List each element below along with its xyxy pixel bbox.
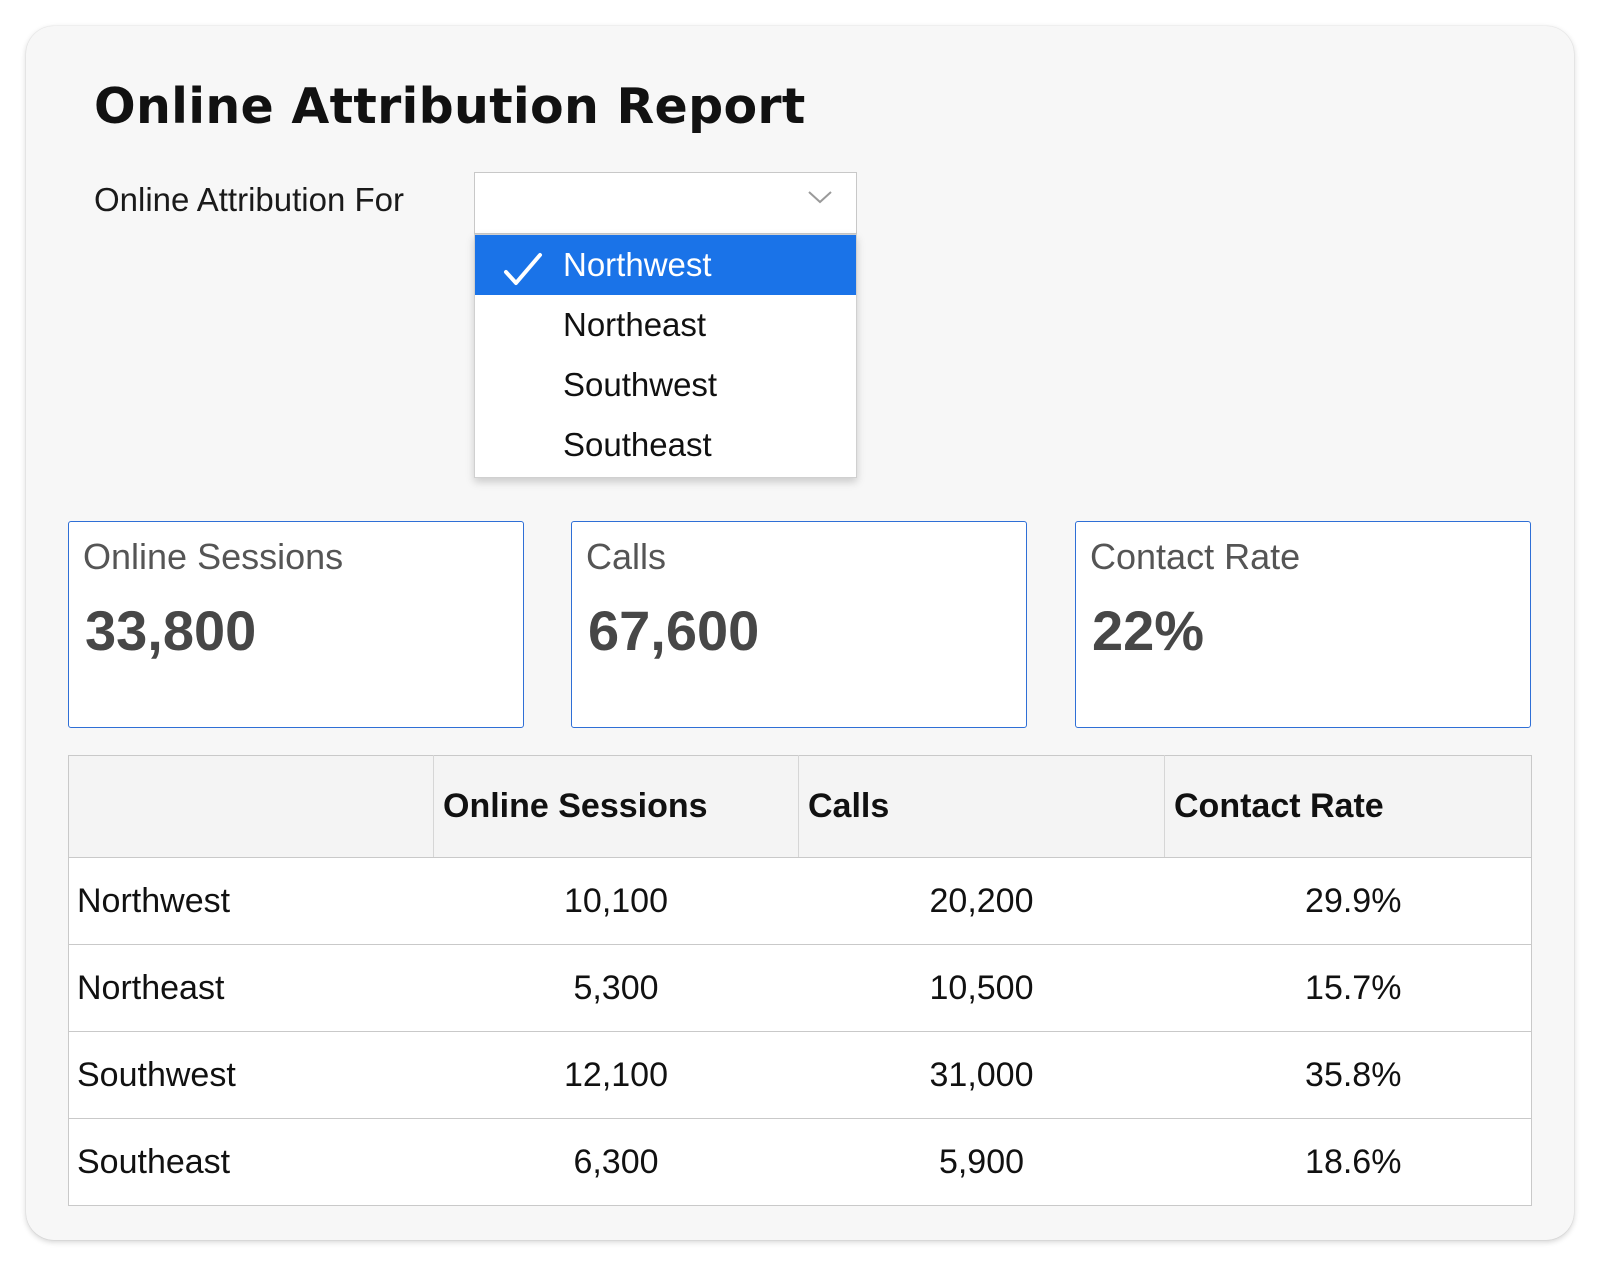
metric-value: 33,800 — [85, 599, 257, 662]
region-select[interactable] — [474, 172, 857, 234]
table-row: Northwest 10,100 20,200 29.9% — [68, 857, 1532, 945]
column-header-online-sessions: Online Sessions — [433, 755, 799, 858]
page-title: Online Attribution Report — [94, 78, 806, 135]
region-dropdown-menu: Northwest Northeast Southwest Southeast — [474, 234, 857, 478]
table-row: Southwest 12,100 31,000 35.8% — [68, 1031, 1532, 1119]
column-header-calls: Calls — [798, 755, 1165, 858]
metric-card-contact-rate: Contact Rate 22% — [1075, 521, 1531, 728]
filter-label: Online Attribution For — [94, 181, 404, 218]
chevron-down-icon — [806, 187, 834, 212]
cell-region: Southeast — [77, 1142, 231, 1181]
table-row: Southeast 6,300 5,900 18.6% — [69, 1119, 1532, 1206]
cell-online-sessions: 12,100 — [433, 1031, 799, 1119]
cell-contact-rate: 15.7% — [1164, 944, 1532, 1032]
checkmark-icon — [503, 247, 543, 307]
dropdown-option-southwest[interactable]: Southwest — [475, 355, 856, 415]
cell-region: Northeast — [68, 944, 434, 1032]
metric-label: Calls — [586, 536, 667, 577]
dropdown-option-label: Southwest — [563, 366, 718, 403]
cell-calls: 10,500 — [798, 944, 1165, 1032]
cell-online-sessions: 5,300 — [433, 944, 799, 1032]
table-row: Northeast 5,300 10,500 15.7% — [68, 944, 1532, 1032]
dropdown-option-label: Southeast — [563, 426, 712, 463]
dropdown-option-label: Northeast — [563, 306, 707, 343]
metric-card-online-sessions: Online Sessions 33,800 — [68, 521, 524, 728]
cell-calls: 5,900 — [938, 1142, 1025, 1181]
cell-region: Northwest — [68, 857, 434, 945]
metric-label: Contact Rate — [1090, 536, 1301, 577]
attribution-table: Online Sessions Calls Contact Rate North… — [68, 755, 1532, 1206]
dropdown-option-southeast[interactable]: Southeast — [475, 415, 856, 475]
dropdown-option-label: Northwest — [563, 246, 712, 283]
cell-contact-rate: 35.8% — [1164, 1031, 1532, 1119]
metric-label: Online Sessions — [83, 536, 344, 577]
dropdown-option-northeast[interactable]: Northeast — [475, 295, 856, 355]
metric-card-calls: Calls 67,600 — [571, 521, 1027, 728]
column-header-region — [68, 755, 434, 858]
metric-value: 22% — [1092, 599, 1205, 662]
column-header-contact-rate: Contact Rate — [1164, 755, 1532, 858]
cell-online-sessions: 6,300 — [573, 1142, 659, 1181]
metric-value: 67,600 — [588, 599, 760, 662]
dropdown-option-northwest[interactable]: Northwest — [475, 235, 856, 295]
cell-calls: 31,000 — [798, 1031, 1165, 1119]
table-header-row: Online Sessions Calls Contact Rate — [68, 755, 1532, 858]
cell-calls: 20,200 — [798, 857, 1165, 945]
cell-contact-rate: 18.6% — [1305, 1142, 1402, 1181]
cell-contact-rate: 29.9% — [1164, 857, 1532, 945]
cell-region: Southwest — [68, 1031, 434, 1119]
cell-online-sessions: 10,100 — [433, 857, 799, 945]
